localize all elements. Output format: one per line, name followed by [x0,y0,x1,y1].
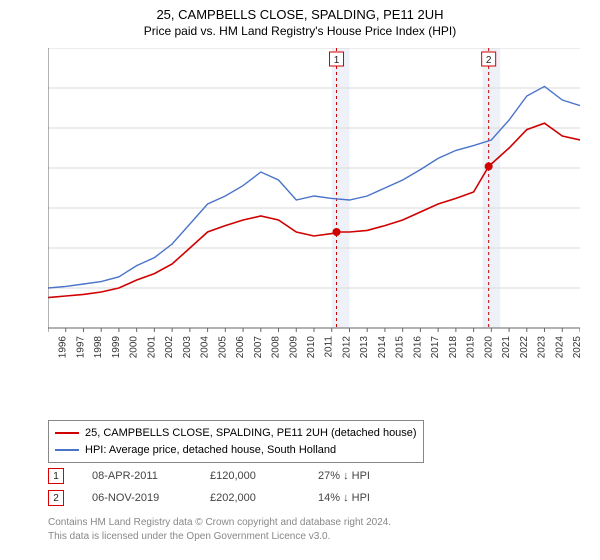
legend-box: 25, CAMPBELLS CLOSE, SPALDING, PE11 2UH … [48,420,424,463]
svg-text:2010: 2010 [306,336,317,359]
legend-label: HPI: Average price, detached house, Sout… [85,442,336,459]
sale-marker: 2 [48,490,64,506]
legend-swatch [55,432,79,434]
svg-text:2004: 2004 [200,336,211,359]
chart-container: 25, CAMPBELLS CLOSE, SPALDING, PE11 2UH … [0,0,600,560]
svg-text:2: 2 [486,55,492,66]
svg-text:1998: 1998 [93,336,104,359]
svg-text:2003: 2003 [182,336,193,359]
footer-line1: Contains HM Land Registry data © Crown c… [48,516,391,530]
svg-text:2011: 2011 [324,336,335,358]
chart-svg: £0£50K£100K£150K£200K£250K£300K£350K1995… [48,48,580,368]
sale-row: 1 08-APR-2011 £120,000 27% ↓ HPI [48,468,398,484]
chart-subtitle: Price paid vs. HM Land Registry's House … [0,24,600,42]
svg-text:2013: 2013 [359,336,370,359]
svg-text:2014: 2014 [377,336,388,359]
footer-line2: This data is licensed under the Open Gov… [48,530,391,544]
svg-text:2019: 2019 [466,336,477,359]
svg-text:2012: 2012 [341,336,352,359]
svg-text:2009: 2009 [288,336,299,359]
sale-row: 2 06-NOV-2019 £202,000 14% ↓ HPI [48,490,398,506]
svg-text:2005: 2005 [217,336,228,359]
svg-text:2017: 2017 [430,336,441,359]
sale-hpi: 14% ↓ HPI [318,492,398,504]
svg-text:2024: 2024 [554,336,565,359]
svg-text:2016: 2016 [412,336,423,359]
svg-text:2018: 2018 [448,336,459,359]
chart-plot: £0£50K£100K£150K£200K£250K£300K£350K1995… [48,48,580,368]
svg-text:2002: 2002 [164,336,175,359]
svg-text:1997: 1997 [75,336,86,359]
svg-text:2015: 2015 [395,336,406,359]
sale-marker: 1 [48,468,64,484]
sale-date: 06-NOV-2019 [92,492,182,504]
sale-price: £120,000 [210,470,290,482]
svg-text:2020: 2020 [483,336,494,359]
svg-text:2025: 2025 [572,336,580,359]
svg-text:2001: 2001 [146,336,157,359]
svg-text:2007: 2007 [253,336,264,359]
svg-text:2022: 2022 [519,336,530,359]
legend-item: 25, CAMPBELLS CLOSE, SPALDING, PE11 2UH … [55,425,417,442]
svg-text:2006: 2006 [235,336,246,359]
svg-text:2023: 2023 [537,336,548,359]
svg-text:2000: 2000 [129,336,140,359]
chart-title: 25, CAMPBELLS CLOSE, SPALDING, PE11 2UH [0,0,600,24]
svg-text:2021: 2021 [501,336,512,359]
sale-date: 08-APR-2011 [92,470,182,482]
sale-price: £202,000 [210,492,290,504]
legend-item: HPI: Average price, detached house, Sout… [55,442,417,459]
svg-text:2008: 2008 [271,336,282,359]
svg-text:1999: 1999 [111,336,122,359]
sale-rows: 1 08-APR-2011 £120,000 27% ↓ HPI 2 06-NOV-201… [48,468,398,512]
sale-hpi: 27% ↓ HPI [318,470,398,482]
svg-text:1: 1 [334,55,340,66]
svg-text:1995: 1995 [48,336,51,359]
footer-attribution: Contains HM Land Registry data © Crown c… [48,516,391,543]
legend-label: 25, CAMPBELLS CLOSE, SPALDING, PE11 2UH … [85,425,417,442]
svg-text:1996: 1996 [58,336,69,359]
legend-swatch [55,449,79,451]
